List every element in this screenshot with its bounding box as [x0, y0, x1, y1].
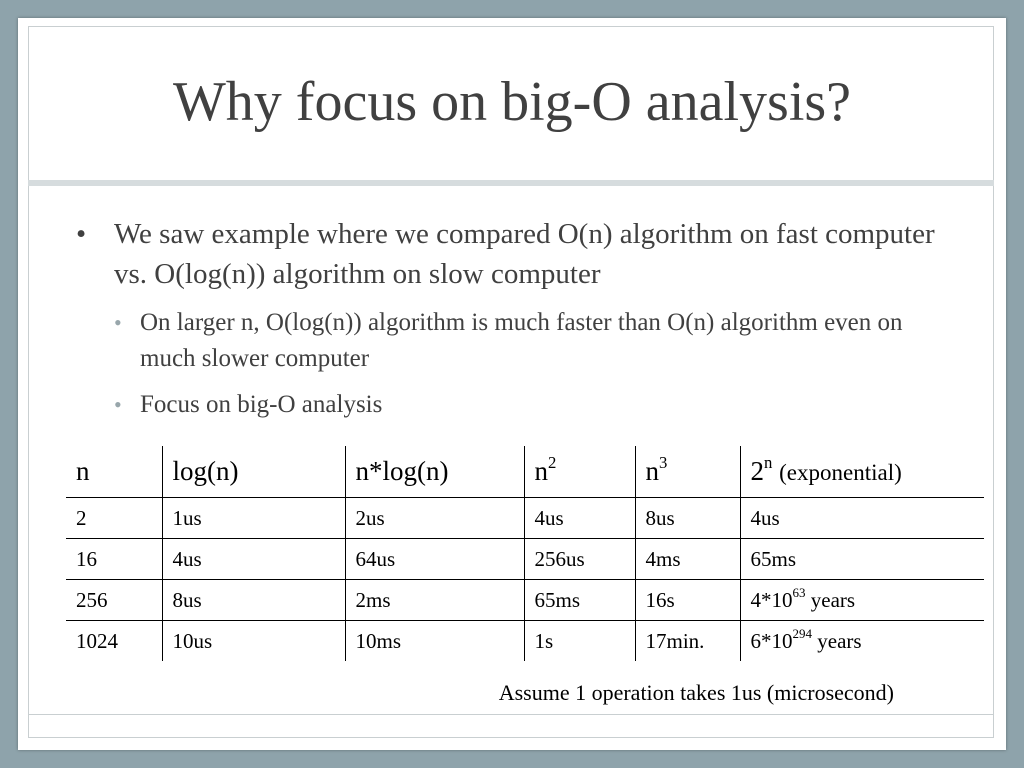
header-exp-exponent: n — [764, 452, 773, 472]
subbullet-2: Focus on big-O analysis — [140, 391, 383, 418]
bullet-marker: • — [76, 218, 87, 250]
table-row: 1024 10us 10ms 1s 17min. 6*10294 years — [66, 620, 984, 661]
cell-exp-base: 6*10 — [750, 628, 793, 653]
header-n3: n3 — [634, 446, 740, 498]
slide-title: Why focus on big-O analysis? — [172, 71, 852, 133]
table-header-row: n log(n) n*log(n) n2 n3 2n (exponential) — [66, 446, 984, 498]
header-nlog-text: n*log(n) — [355, 456, 449, 486]
slide: Why focus on big-O analysis? • We saw ex… — [18, 18, 1006, 750]
header-n3-exponent: 3 — [659, 452, 668, 472]
cell-n2: 256us — [523, 538, 635, 580]
header-exponential: 2n (exponential) — [739, 446, 984, 498]
cell-n2: 65ms — [523, 579, 635, 621]
header-log-text: log(n) — [172, 456, 239, 486]
cell-n: 16 — [66, 538, 162, 580]
bottom-divider — [28, 714, 994, 715]
cell-nlog: 2us — [344, 497, 524, 539]
header-n2: n2 — [523, 446, 635, 498]
cell-nlog: 2ms — [344, 579, 524, 621]
header-n3-base: n — [645, 456, 660, 486]
cell-nlog: 10ms — [344, 620, 524, 661]
cell-exp-unit: years — [817, 628, 862, 653]
cell-n: 1024 — [76, 628, 118, 653]
cell-n3: 8us — [634, 497, 740, 539]
cell-n3: 17min. — [634, 620, 740, 661]
header-nlog: n*log(n) — [344, 446, 524, 498]
title-divider — [28, 180, 994, 186]
complexity-table: n log(n) n*log(n) n2 n3 2n (exponential)… — [66, 446, 984, 661]
cell-exp-unit: years — [810, 587, 856, 612]
subbullet-1: On larger n, O(log(n)) algorithm is much… — [140, 309, 903, 372]
subbullet-marker: • — [114, 310, 122, 335]
cell-log: 10us — [161, 620, 345, 661]
header-n-text: n — [76, 456, 90, 486]
cell-exp: 6*10294 years — [739, 620, 984, 661]
table-row: 2 1us 2us 4us 8us 4us — [66, 497, 984, 539]
header-n2-base: n — [534, 456, 549, 486]
header-n: n — [66, 446, 162, 498]
header-exp-label: (exponential) — [779, 460, 902, 485]
cell-log: 1us — [161, 497, 345, 539]
header-log: log(n) — [161, 446, 345, 498]
bullet-main: We saw example where we compared O(n) al… — [114, 218, 935, 290]
cell-exp: 4us — [739, 497, 984, 539]
cell-n2: 4us — [523, 497, 635, 539]
cell-exp-exponent: 63 — [792, 584, 806, 600]
header-exp-base: 2 — [750, 456, 765, 486]
cell-nlog: 64us — [344, 538, 524, 580]
cell-n: 2 — [66, 497, 162, 539]
subbullet-marker: • — [114, 392, 122, 417]
slide-frame — [28, 26, 994, 738]
cell-exp: 4*1063 years — [739, 579, 984, 621]
table-row: 16 4us 64us 256us 4ms 65ms — [66, 538, 984, 580]
cell-exp-exponent: 294 — [792, 625, 813, 641]
cell-n2: 1s — [523, 620, 635, 661]
table-row: 256 8us 2ms 65ms 16s 4*1063 years — [66, 579, 984, 621]
cell-n: 256 — [66, 579, 162, 621]
cell-log: 8us — [161, 579, 345, 621]
cell-log: 4us — [161, 538, 345, 580]
cell-n3: 16s — [634, 579, 740, 621]
cell-exp: 65ms — [739, 538, 984, 580]
cell-n3: 4ms — [634, 538, 740, 580]
footnote: Assume 1 operation takes 1us (microsecon… — [498, 680, 894, 705]
cell-exp-base: 4*10 — [750, 587, 793, 612]
header-n2-exponent: 2 — [548, 452, 557, 472]
